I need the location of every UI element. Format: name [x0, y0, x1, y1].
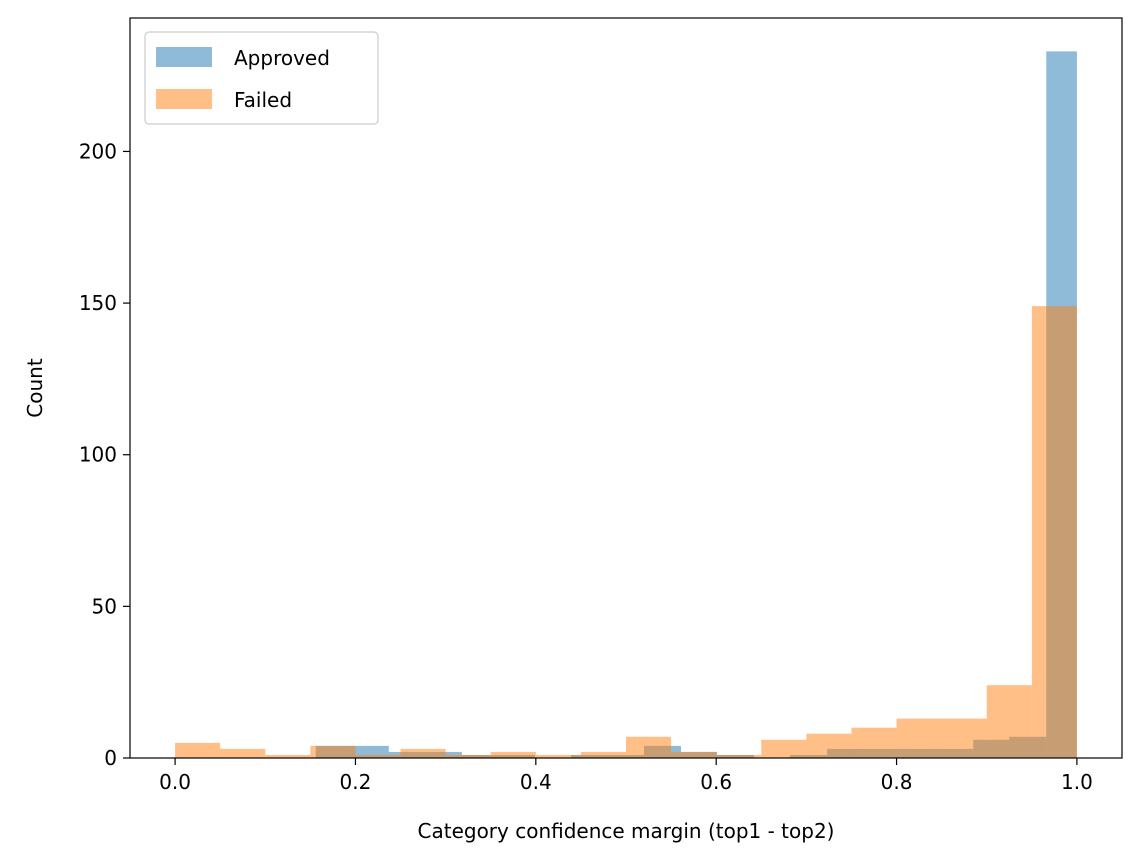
legend-swatch-failed [156, 89, 212, 109]
y-tick-label: 200 [79, 139, 117, 163]
plot-frame [129, 17, 1123, 759]
bar-failed-11 [671, 751, 717, 758]
x-tick-label: 1.0 [1061, 770, 1093, 794]
bar-failed-9 [580, 751, 626, 758]
bars-layer [175, 51, 1077, 759]
bar-failed-18 [986, 685, 1032, 758]
y-tick-label: 0 [104, 746, 117, 770]
legend: Approved Failed [144, 31, 379, 125]
bar-failed-12 [716, 754, 762, 758]
bar-failed-8 [535, 754, 581, 758]
bar-failed-10 [626, 736, 672, 758]
bar-failed-1 [220, 748, 266, 758]
plot-background [130, 18, 1122, 758]
y-axis-label: Count [23, 358, 47, 418]
x-tick-label: 0.6 [700, 770, 732, 794]
y-tick-label: 50 [92, 594, 117, 618]
x-tick-label: 0.4 [520, 770, 552, 794]
bar-failed-4 [355, 754, 401, 758]
bar-approved-1 [351, 745, 389, 758]
bar-failed-16 [896, 718, 942, 758]
bar-failed-19 [1031, 306, 1077, 758]
x-axis: 0.0 0.2 0.4 0.6 0.8 1.0 [159, 758, 1093, 794]
bar-failed-3 [310, 745, 356, 758]
y-axis: 0 50 100 150 200 [79, 139, 130, 770]
bar-failed-17 [941, 718, 987, 758]
bar-failed-0 [175, 742, 221, 758]
bar-failed-7 [490, 751, 536, 758]
bar-failed-5 [400, 748, 446, 758]
x-tick-label: 0.2 [340, 770, 372, 794]
bar-failed-13 [761, 739, 807, 758]
x-axis-label: Category confidence margin (top1 - top2) [418, 819, 835, 843]
x-tick-label: 0.0 [159, 770, 191, 794]
x-tick-label: 0.8 [881, 770, 913, 794]
legend-label-failed: Failed [234, 88, 292, 112]
y-tick-label: 100 [79, 443, 117, 467]
bar-failed-2 [265, 754, 311, 758]
legend-label-approved: Approved [234, 46, 330, 70]
legend-swatch-approved [156, 47, 212, 67]
bar-failed-6 [445, 754, 491, 758]
bar-failed-14 [806, 733, 852, 758]
y-tick-label: 150 [79, 291, 117, 315]
bar-failed-15 [851, 727, 897, 758]
